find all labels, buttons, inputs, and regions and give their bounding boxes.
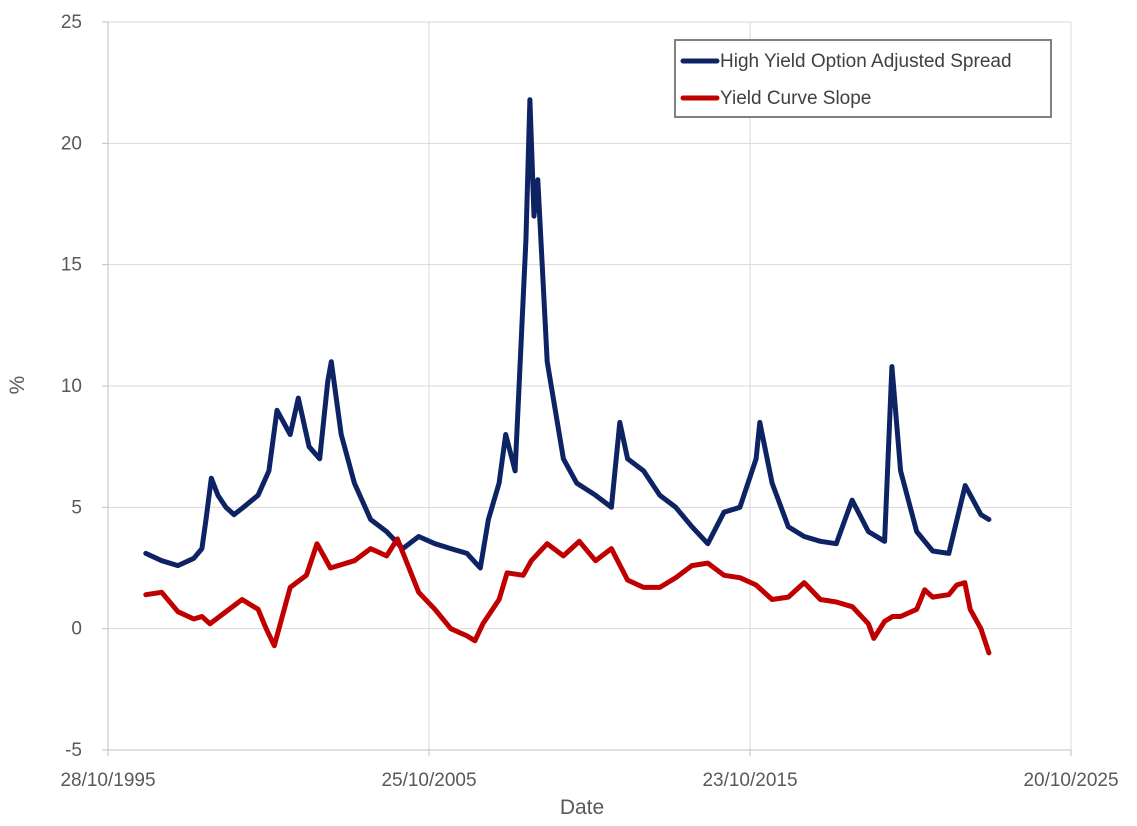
- y-tick-label: 15: [61, 255, 82, 276]
- x-tick-label: 28/10/1995: [60, 770, 155, 791]
- legend-box: [674, 39, 1052, 118]
- legend: High Yield Option Adjusted Spread Yield …: [674, 39, 1052, 118]
- y-tick-label: 25: [61, 12, 82, 33]
- grid-lines: [108, 21, 1072, 750]
- tick-labels: -5 0 5 10 15 20 25 28/10/1995 25/10/2005 23/10/20…: [60, 12, 1118, 791]
- y-tick-label: 10: [61, 376, 82, 397]
- axes: [102, 21, 1072, 756]
- y-axis-title: %: [6, 376, 29, 395]
- x-axis-title: Date: [560, 796, 604, 819]
- legend-label-high-yield-spread: High Yield Option Adjusted Spread: [720, 51, 1012, 72]
- y-tick-label: 5: [71, 497, 82, 518]
- y-tick-label: 0: [71, 619, 82, 640]
- x-tick-label: 23/10/2015: [702, 770, 797, 791]
- x-tick-label: 25/10/2005: [381, 770, 476, 791]
- series-lines: [143, 97, 992, 656]
- series-line-yield-curve-slope: [143, 536, 992, 656]
- legend-label-yield-curve-slope: Yield Curve Slope: [720, 88, 871, 109]
- x-tick-label: 20/10/2025: [1023, 770, 1118, 791]
- y-tick-label: -5: [65, 740, 82, 761]
- series-line-high-yield-spread: [143, 97, 992, 571]
- y-tick-label: 20: [61, 133, 82, 154]
